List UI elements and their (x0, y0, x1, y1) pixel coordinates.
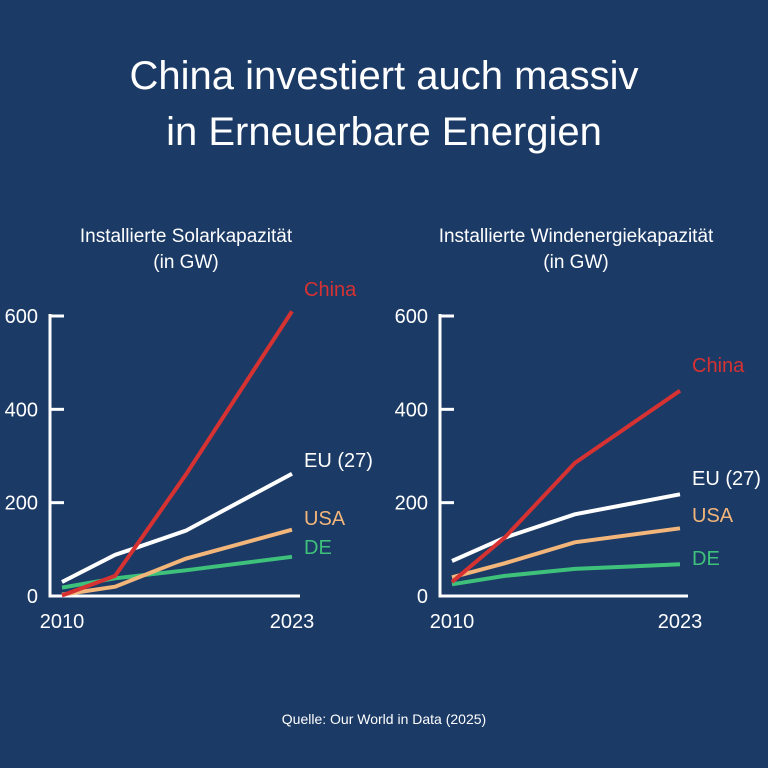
title-line-2: in Erneuerbare Energien (166, 110, 602, 154)
source-note: Quelle: Our World in Data (2025) (281, 711, 487, 727)
solar-series-label-eu-27: EU (27) (304, 450, 373, 472)
solar-series-line-usa (61, 527, 293, 597)
solar-y-tick-label: 400 (5, 399, 38, 421)
wind-chart-title: Installierte Windenergiekapazität (439, 226, 714, 247)
wind-series-label-usa: USA (692, 505, 734, 527)
solar-series-label-usa: USA (304, 508, 346, 530)
wind-series-line-china (450, 389, 682, 584)
wind-y-tick-label: 200 (395, 493, 428, 515)
solar-y-tick-label: 0 (27, 586, 38, 608)
solar-y-tick-label: 600 (5, 306, 38, 328)
title-line-1: China investiert auch massiv (129, 54, 639, 98)
solar-x-tick-label: 2010 (40, 611, 85, 633)
wind-series-label-china: China (692, 355, 745, 377)
solar-x-tick-label: 2023 (270, 611, 315, 633)
wind-y-tick-label: 400 (395, 399, 428, 421)
page-title: China investiert auch massiv in Erneuerb… (0, 48, 768, 160)
wind-plot-area: 0 200 400 600 2010 2023 DE USA EU (27) China (395, 306, 761, 633)
wind-series-line-eu-27 (451, 492, 681, 563)
solar-series-line-eu-27 (61, 471, 293, 584)
wind-series-line-usa (451, 526, 681, 580)
wind-series-label-de: DE (692, 548, 720, 570)
wind-series-label-eu-27: EU (27) (692, 468, 761, 490)
solar-series-label-de: DE (304, 537, 332, 559)
wind-y-tick-label: 600 (395, 306, 428, 328)
solar-chart-subtitle: (in GW) (153, 252, 218, 273)
wind-x-tick-label: 2023 (658, 611, 703, 633)
wind-chart-subtitle: (in GW) (543, 252, 608, 273)
solar-series-line-china (61, 310, 294, 598)
solar-plot-area: 0 200 400 600 2010 2023 DE USA EU (27) China (5, 279, 373, 633)
solar-y-tick-label: 200 (5, 493, 38, 515)
wind-series-line-de (451, 562, 681, 587)
wind-y-tick-label: 0 (417, 586, 428, 608)
wind-x-tick-label: 2010 (430, 611, 475, 633)
solar-chart-title: Installierte Solarkapazität (80, 226, 293, 247)
solar-series-label-china: China (304, 279, 357, 301)
